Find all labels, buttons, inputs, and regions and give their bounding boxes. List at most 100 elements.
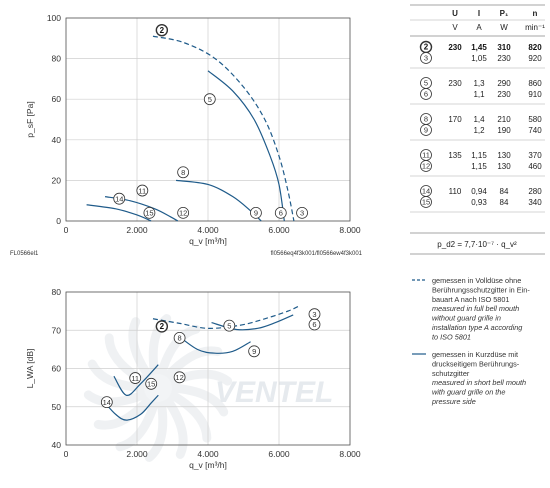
table-row: 170 1,4 210 580 bbox=[448, 115, 542, 124]
cell-voltage: 230 bbox=[448, 79, 462, 88]
curve-marker-circle bbox=[420, 160, 432, 172]
cell-power: 130 bbox=[497, 151, 511, 160]
cell-speed: 820 bbox=[528, 43, 542, 52]
curve-marker-number: 12 bbox=[422, 162, 430, 171]
x-tick-label: 2.000 bbox=[126, 225, 148, 235]
legend-text: druckseitigem Berührungs- bbox=[432, 359, 520, 368]
curve-marker-circle bbox=[420, 124, 432, 136]
curve-marker-number: 11 bbox=[138, 186, 146, 195]
cell-speed: 920 bbox=[528, 54, 542, 63]
cell-power: 84 bbox=[500, 198, 509, 207]
cell-current: 1,05 bbox=[471, 54, 487, 63]
curve-marker-number: 3 bbox=[424, 54, 428, 63]
curve-marker-circle bbox=[420, 52, 432, 64]
cell-speed: 460 bbox=[528, 162, 542, 171]
pressure-formula: p_d2 = 7,7·10⁻⁷ · q_v² bbox=[437, 240, 517, 249]
table-row: 135 1,15 130 370 bbox=[448, 151, 542, 160]
curve-marker-number: 8 bbox=[178, 334, 182, 343]
curve-marker-number: 9 bbox=[252, 347, 256, 356]
curve-marker-number: 6 bbox=[424, 90, 428, 99]
cell-current: 0,93 bbox=[471, 198, 487, 207]
curve-label-2: 2 bbox=[155, 320, 169, 333]
row-id-marker: 2 bbox=[419, 40, 433, 54]
cell-speed: 740 bbox=[528, 126, 542, 135]
x-tick-label: 4.000 bbox=[197, 449, 219, 459]
y-axis-label: L_WA [dB] bbox=[25, 349, 35, 389]
series-line-5 bbox=[207, 70, 285, 222]
curve-marker-number: 5 bbox=[424, 79, 428, 88]
cell-current: 1,4 bbox=[473, 115, 485, 124]
curve-marker-number: 6 bbox=[312, 320, 316, 329]
x-tick-label: 4.000 bbox=[197, 225, 219, 235]
y-tick-label: 20 bbox=[52, 175, 62, 185]
curve-marker-number: 14 bbox=[422, 187, 430, 196]
curve-marker-circle bbox=[250, 206, 262, 219]
cell-power: 130 bbox=[497, 162, 511, 171]
legend-text-english: measured in full bell mouth bbox=[432, 304, 519, 313]
y-tick-label: 0 bbox=[56, 216, 61, 226]
curve-marker-number: 3 bbox=[300, 209, 304, 218]
curve-marker-number: 6 bbox=[279, 209, 283, 218]
curve-marker-number: 3 bbox=[312, 310, 316, 319]
x-tick-label: 0 bbox=[64, 449, 69, 459]
curve-marker-number: 5 bbox=[208, 95, 212, 104]
curve-marker-circle bbox=[177, 166, 190, 179]
cell-voltage: 135 bbox=[448, 151, 462, 160]
cell-speed: 910 bbox=[528, 90, 542, 99]
table-unit: A bbox=[476, 23, 482, 32]
plot-frame bbox=[65, 17, 351, 222]
fan-blade bbox=[93, 394, 154, 430]
curve-marker-number: 12 bbox=[175, 373, 183, 382]
table-header: I bbox=[478, 9, 480, 18]
cell-current: 1,15 bbox=[471, 151, 487, 160]
row-id-marker: 8 bbox=[420, 113, 432, 125]
curve-marker-number: 15 bbox=[422, 198, 430, 207]
legend-text: gemessen in Kurzdüse mit bbox=[432, 350, 518, 359]
fan-blade bbox=[115, 397, 160, 452]
legend-text-english: without guard grille in bbox=[432, 314, 501, 323]
cell-power: 290 bbox=[497, 79, 511, 88]
fan-blade bbox=[144, 397, 168, 462]
curve-marker-number: 15 bbox=[145, 209, 153, 218]
row-id-marker: 11 bbox=[420, 149, 432, 161]
legend-text-english: to ISO 5801 bbox=[432, 332, 471, 341]
row-id-marker: 6 bbox=[420, 88, 432, 100]
plot-frame bbox=[65, 291, 351, 446]
pressure-chart: 0 2.000 4.000 6.000 8.000 0 20 40 60 80 100 q_v [m³… bbox=[10, 13, 363, 257]
y-tick-label: 80 bbox=[52, 54, 62, 64]
curve-label-8: 8 bbox=[177, 166, 190, 179]
cell-speed: 370 bbox=[528, 151, 542, 160]
legend-text-english: with guard grille on the bbox=[432, 388, 505, 397]
series-line-14 bbox=[86, 204, 152, 222]
curve-marker-circle bbox=[145, 377, 158, 390]
curve-label-3: 3 bbox=[308, 308, 321, 321]
figure-code-left: FL0566el1 bbox=[10, 251, 39, 257]
cell-current: 1,15 bbox=[471, 162, 487, 171]
curve-marker-circle bbox=[143, 206, 156, 219]
table-header: U bbox=[452, 9, 458, 18]
legend-text-english: installation type A according bbox=[432, 323, 522, 332]
curve-label-14: 14 bbox=[113, 192, 126, 205]
curve-label-5: 5 bbox=[223, 319, 236, 332]
curve-marker-circle bbox=[308, 308, 321, 321]
series-line-2 bbox=[152, 304, 301, 329]
curve-marker-number: 8 bbox=[181, 168, 185, 177]
curve-label-6: 6 bbox=[308, 318, 321, 331]
legend-text: Berührungsschutzgitter in Ein- bbox=[432, 285, 530, 294]
legend-text: schutzgitter bbox=[432, 369, 470, 378]
y-tick-label: 60 bbox=[52, 364, 62, 374]
cell-power: 190 bbox=[497, 126, 511, 135]
cell-power: 84 bbox=[500, 187, 509, 196]
cell-speed: 860 bbox=[528, 79, 542, 88]
series-line-11 bbox=[113, 364, 159, 396]
legend-text: bauart A nach ISO 5801 bbox=[432, 295, 510, 304]
curve-label-2: 2 bbox=[155, 23, 169, 37]
table-row: 1,1 230 910 bbox=[473, 90, 542, 99]
table-row: 1,2 190 740 bbox=[473, 126, 542, 135]
cell-speed: 340 bbox=[528, 198, 542, 207]
table-unit: W bbox=[500, 23, 508, 32]
legend-text: gemessen in Volldüse ohne bbox=[432, 276, 521, 285]
curve-marker-number: 5 bbox=[227, 321, 231, 330]
cell-voltage: 230 bbox=[448, 43, 462, 52]
table-row: 1,15 130 460 bbox=[471, 162, 542, 171]
